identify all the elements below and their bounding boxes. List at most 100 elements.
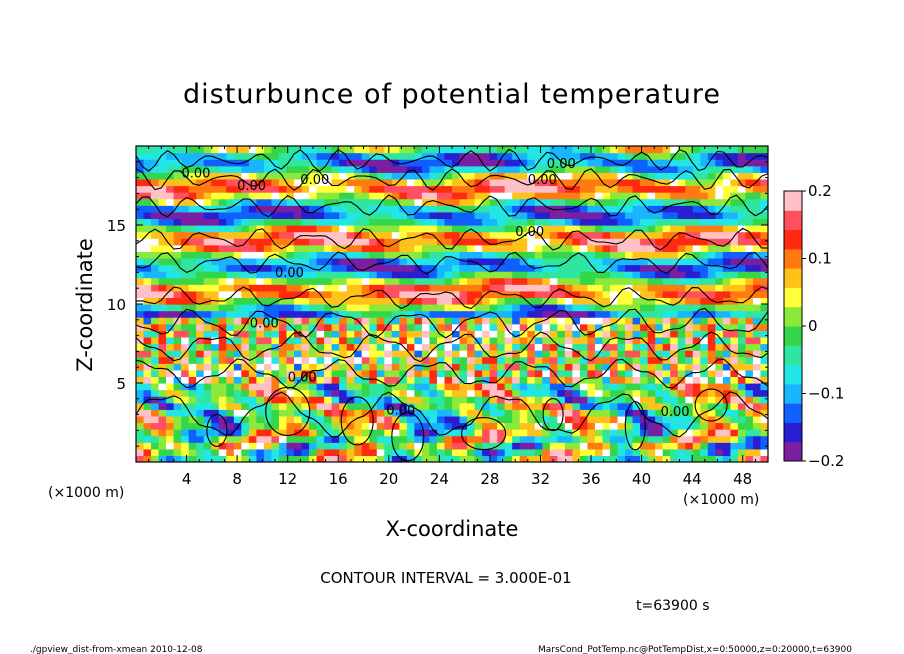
heatmap-cell	[625, 448, 634, 457]
heatmap-cell	[136, 264, 145, 272]
heatmap-cell	[271, 185, 280, 193]
heatmap-cell	[489, 317, 498, 325]
heatmap-cell	[256, 442, 265, 450]
heatmap-cell	[369, 251, 378, 259]
heatmap-cell	[188, 211, 197, 220]
heatmap-cell	[376, 251, 385, 259]
heatmap-cell	[256, 396, 265, 404]
heatmap-cell	[263, 336, 273, 345]
heatmap-cell	[670, 435, 679, 443]
heatmap-cell	[685, 152, 694, 160]
heatmap-cell	[655, 409, 664, 417]
heatmap-cell	[248, 448, 257, 457]
heatmap-cell	[662, 343, 671, 351]
heatmap-cell	[376, 165, 385, 173]
x-tick-label: 32	[531, 470, 550, 488]
heatmap-cell	[557, 159, 566, 167]
heatmap-cell	[692, 383, 701, 391]
heatmap-cell	[745, 455, 754, 462]
heatmap-cell	[640, 448, 649, 457]
heatmap-cell	[158, 402, 167, 410]
heatmap-cell	[760, 356, 768, 364]
heatmap-cell	[760, 455, 768, 462]
heatmap-cell	[218, 244, 227, 252]
heatmap-cell	[685, 389, 694, 397]
heatmap-cell	[181, 409, 190, 417]
heatmap-cell	[436, 356, 446, 364]
heatmap-cell	[737, 435, 747, 443]
heatmap-cell	[286, 350, 295, 358]
heatmap-cell	[376, 264, 385, 272]
heatmap-cell	[278, 369, 288, 378]
heatmap-cell	[752, 290, 762, 299]
heatmap-cell	[218, 369, 227, 378]
heatmap-cell	[572, 429, 581, 437]
heatmap-cell	[151, 310, 160, 318]
heatmap-cell	[421, 159, 431, 167]
heatmap-cell	[572, 198, 581, 206]
heatmap-cell	[263, 455, 273, 462]
heatmap-cell	[655, 271, 664, 279]
heatmap-cell	[497, 218, 506, 226]
heatmap-cell	[640, 198, 649, 206]
heatmap-cell	[324, 409, 333, 417]
heatmap-cell	[361, 185, 370, 193]
heatmap-cell	[572, 356, 581, 364]
heatmap-cell	[143, 198, 152, 206]
heatmap-cell	[331, 448, 340, 457]
heatmap-cell	[752, 343, 762, 351]
heatmap-cell	[730, 304, 739, 312]
heatmap-cell	[436, 238, 446, 246]
heatmap-cell	[557, 244, 566, 252]
chart-title: disturbunce of potential temperature	[183, 79, 721, 110]
heatmap-cell	[241, 402, 250, 410]
heatmap-cell	[309, 198, 318, 206]
heatmap-cell	[399, 383, 408, 391]
heatmap-cell	[572, 277, 581, 285]
heatmap-cell	[278, 238, 288, 246]
heatmap-cell	[196, 323, 205, 331]
heatmap-cell	[467, 244, 476, 252]
heatmap-cell	[752, 178, 762, 187]
heatmap-cell	[346, 415, 355, 424]
heatmap-cell	[587, 205, 596, 213]
heatmap-cell	[429, 218, 438, 226]
heatmap-cell	[324, 442, 333, 450]
heatmap-cell	[233, 376, 242, 384]
heatmap-cell	[587, 225, 596, 233]
heatmap-cell	[527, 284, 536, 292]
heatmap-cell	[752, 402, 762, 410]
heatmap-cell	[722, 330, 731, 338]
heatmap-cell	[406, 159, 415, 167]
heatmap-cell	[414, 376, 423, 384]
heatmap-cell	[707, 356, 716, 364]
heatmap-cell	[670, 284, 679, 292]
heatmap-cell	[256, 389, 265, 397]
heatmap-cell	[632, 277, 641, 285]
heatmap-cell	[730, 363, 739, 371]
heatmap-cell	[459, 264, 468, 272]
heatmap-cell	[632, 225, 641, 233]
heatmap-cell	[640, 429, 649, 437]
heatmap-cell	[354, 363, 363, 371]
heatmap-cell	[151, 369, 160, 378]
heatmap-cell	[527, 415, 536, 424]
heatmap-cell	[700, 383, 709, 391]
heatmap-cell	[474, 290, 483, 299]
heatmap-cell	[519, 448, 528, 457]
heatmap-cell	[737, 429, 747, 437]
heatmap-cell	[692, 211, 701, 220]
heatmap-cell	[294, 422, 303, 430]
heatmap-cell	[429, 277, 438, 285]
heatmap-cell	[399, 264, 408, 272]
heatmap-cell	[346, 323, 355, 331]
heatmap-cell	[354, 330, 363, 338]
heatmap-cell	[421, 455, 431, 462]
heatmap-cell	[482, 244, 491, 252]
heatmap-cell	[181, 323, 190, 331]
heatmap-cell	[331, 317, 340, 325]
heatmap-cell	[339, 218, 348, 226]
heatmap-cell	[294, 284, 303, 292]
heatmap-cell	[444, 271, 453, 279]
heatmap-cell	[715, 284, 724, 292]
